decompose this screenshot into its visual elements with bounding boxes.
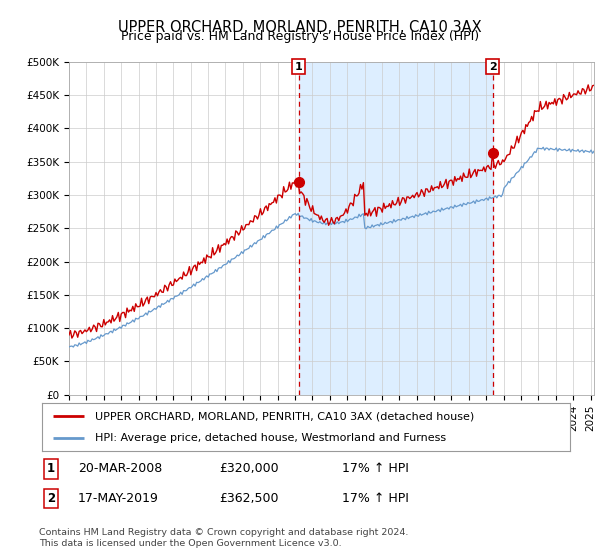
Text: 17% ↑ HPI: 17% ↑ HPI — [342, 462, 409, 475]
Text: 17% ↑ HPI: 17% ↑ HPI — [342, 492, 409, 505]
Text: Price paid vs. HM Land Registry's House Price Index (HPI): Price paid vs. HM Land Registry's House … — [121, 30, 479, 43]
Text: Contains HM Land Registry data © Crown copyright and database right 2024.
This d: Contains HM Land Registry data © Crown c… — [39, 528, 409, 548]
Text: 17-MAY-2019: 17-MAY-2019 — [78, 492, 159, 505]
Text: 20-MAR-2008: 20-MAR-2008 — [78, 462, 162, 475]
Text: 2: 2 — [489, 62, 497, 72]
Text: UPPER ORCHARD, MORLAND, PENRITH, CA10 3AX: UPPER ORCHARD, MORLAND, PENRITH, CA10 3A… — [118, 20, 482, 35]
Text: HPI: Average price, detached house, Westmorland and Furness: HPI: Average price, detached house, West… — [95, 433, 446, 443]
Text: UPPER ORCHARD, MORLAND, PENRITH, CA10 3AX (detached house): UPPER ORCHARD, MORLAND, PENRITH, CA10 3A… — [95, 411, 474, 421]
Text: 1: 1 — [295, 62, 302, 72]
Text: £320,000: £320,000 — [219, 462, 278, 475]
Text: 1: 1 — [47, 462, 55, 475]
Bar — [299, 62, 493, 395]
Text: 2: 2 — [47, 492, 55, 505]
Text: £362,500: £362,500 — [219, 492, 278, 505]
